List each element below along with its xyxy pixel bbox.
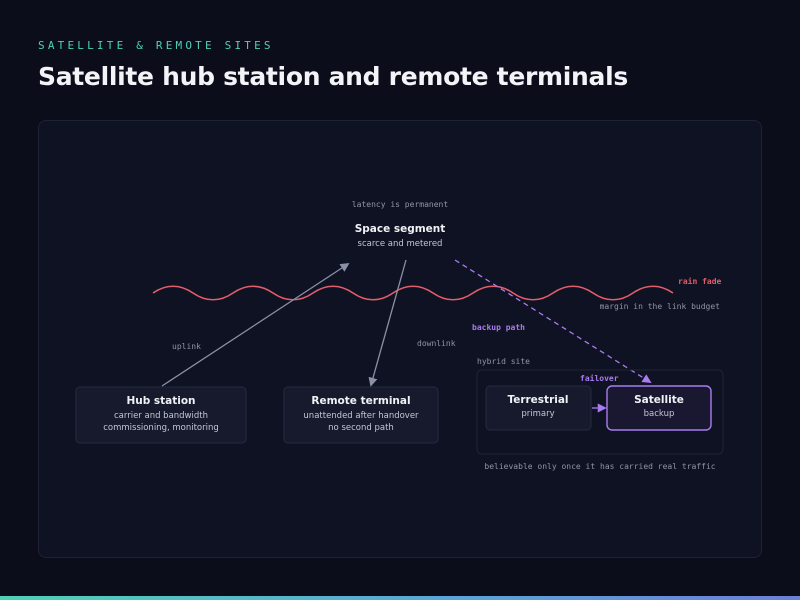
hub-station-line1: carrier and bandwidth bbox=[114, 411, 208, 421]
terrestrial-node bbox=[485, 385, 592, 431]
hybrid-site-label: hybrid site bbox=[477, 357, 530, 366]
latency-note: latency is permanent bbox=[352, 200, 449, 209]
uplink-label: uplink bbox=[172, 342, 201, 351]
bottom-accent-bar bbox=[0, 596, 800, 600]
rain-fade-label: rain fade bbox=[678, 276, 722, 286]
section-eyebrow: SATELLITE & REMOTE SITES bbox=[38, 39, 274, 52]
backup-path-label: backup path bbox=[472, 323, 525, 332]
backup-path-arrow bbox=[454, 259, 652, 383]
satellite-title: Satellite bbox=[634, 394, 684, 406]
link-budget-note: margin in the link budget bbox=[600, 302, 721, 311]
hybrid-site-note: believable only once it has carried real… bbox=[484, 462, 715, 471]
space-segment-subtitle: scarce and metered bbox=[358, 239, 443, 249]
failover-label: failover bbox=[580, 373, 619, 383]
rain-fade-wave bbox=[152, 285, 674, 301]
hub-station-line2: commissioning, monitoring bbox=[103, 423, 219, 433]
satellite-subtitle: backup bbox=[644, 409, 675, 419]
space-segment-title: Space segment bbox=[355, 223, 446, 235]
hub-station-title: Hub station bbox=[126, 395, 195, 407]
remote-terminal-line2: no second path bbox=[328, 423, 394, 433]
remote-terminal-line1: unattended after handover bbox=[303, 411, 419, 421]
remote-terminal-node bbox=[283, 386, 439, 444]
satellite-node bbox=[606, 385, 712, 431]
hub-station-node bbox=[75, 386, 247, 444]
hybrid-site-container bbox=[476, 369, 724, 455]
page-title: Satellite hub station and remote termina… bbox=[38, 62, 628, 91]
downlink-label: downlink bbox=[417, 339, 456, 348]
diagram-panel bbox=[38, 120, 762, 558]
terrestrial-title: Terrestrial bbox=[507, 394, 568, 406]
downlink-arrow bbox=[368, 259, 407, 387]
terrestrial-subtitle: primary bbox=[521, 409, 554, 419]
uplink-arrow bbox=[161, 263, 350, 387]
remote-terminal-title: Remote terminal bbox=[311, 395, 410, 407]
